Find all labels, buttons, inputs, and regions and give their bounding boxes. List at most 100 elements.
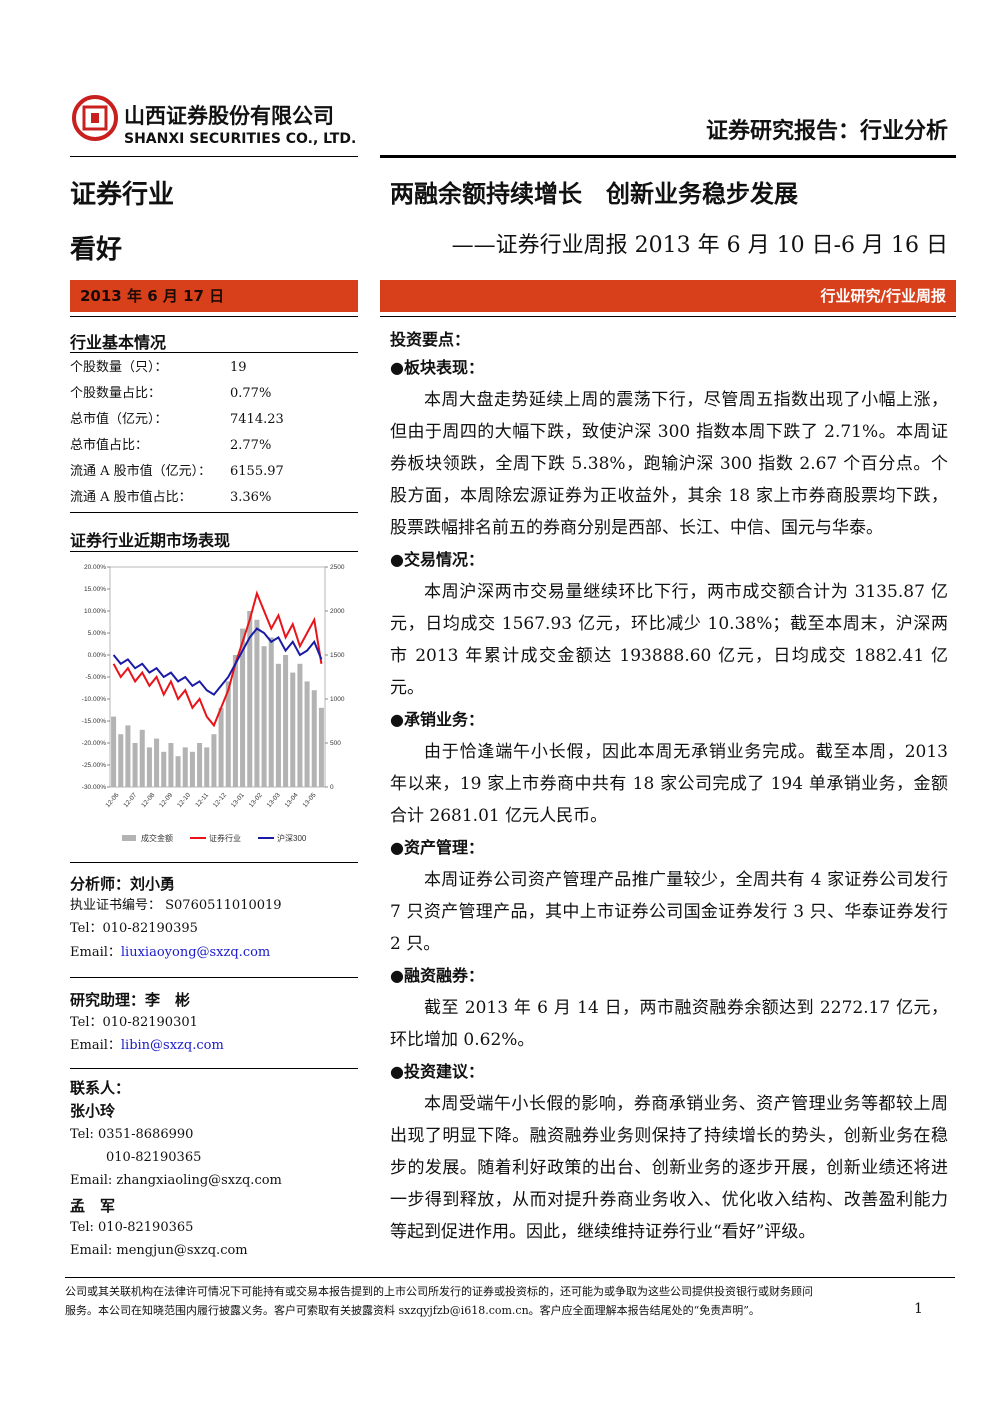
section-text: 本周大盘走势延续上周的震荡下行，尽管周五指数出现了小幅上涨，但由于周四的大幅下跌…	[390, 390, 948, 538]
rule	[70, 316, 358, 317]
volume-bar	[168, 743, 174, 787]
company-cn: 山西证券股份有限公司	[124, 104, 334, 128]
info-value: 6155.97	[230, 464, 284, 479]
legend-label: 证券行业	[209, 833, 241, 843]
legend-label: 成交金额	[141, 833, 173, 843]
logo-ring	[72, 95, 118, 141]
info-label: 流通 A 股市值（亿元）：	[70, 464, 212, 479]
volume-bar	[125, 725, 131, 787]
volume-bar	[225, 681, 231, 787]
x-tick-label: 12-07	[122, 791, 138, 809]
volume-bar	[204, 747, 210, 787]
y-tick-label: -20.00%	[82, 740, 106, 747]
volume-bar	[218, 707, 224, 787]
y-tick-label: -30.00%	[82, 784, 106, 791]
contact-tel: 010-82190365	[106, 1150, 202, 1165]
volume-bar	[182, 747, 188, 787]
section-heading: ●板块表现：	[390, 358, 484, 377]
legend-label: 沪深300	[277, 833, 307, 843]
volume-bar	[283, 655, 289, 787]
y-tick-label: 10.00%	[84, 608, 106, 615]
volume-bar	[247, 611, 253, 787]
volume-bar	[311, 690, 317, 787]
y-tick-label: 5.00%	[88, 630, 107, 637]
disclaimer: 公司或其关联机构在法律许可情况下可能持有或交易本报告提到的上市公司所发行的证券或…	[65, 1285, 813, 1298]
y-tick-label: 0.00%	[88, 652, 107, 659]
volume-bar	[118, 734, 124, 787]
assistant-name: 研究助理：李 彬	[70, 991, 191, 1009]
rule	[380, 316, 956, 317]
y-tick-label: 20.00%	[84, 564, 106, 571]
volume-bar	[197, 743, 203, 787]
volume-bar	[254, 619, 260, 787]
rule	[70, 862, 358, 863]
report-type: 证券研究报告：行业分析	[705, 119, 948, 144]
info-value: 0.77%	[230, 386, 272, 401]
y-tick-label: 15.00%	[84, 586, 106, 593]
logo-square	[82, 105, 108, 131]
contact-email: Email: zhangxiaoling@sxzq.com	[70, 1173, 282, 1188]
info-value: 7414.23	[230, 412, 284, 427]
volume-bar	[232, 655, 238, 787]
volume-bar	[268, 637, 274, 787]
y2-tick-label: 2000	[330, 608, 345, 615]
industry: 证券行业	[70, 180, 175, 210]
rule	[70, 551, 358, 552]
contact-email: Email: mengjun@sxzq.com	[70, 1243, 248, 1258]
x-tick-label: 12-08	[140, 791, 156, 809]
y2-tick-label: 2500	[330, 564, 345, 571]
y2-tick-label: 1000	[330, 696, 345, 703]
contact-name: 孟 军	[70, 1197, 116, 1215]
company-en: SHANXI SECURITIES CO., LTD.	[124, 131, 357, 147]
email-label: Email：	[70, 945, 121, 960]
x-tick-label: 13-04	[284, 791, 300, 809]
info-value: 2.77%	[230, 438, 272, 453]
analyst-email-row: Email：liuxiaoyong@sxzq.com	[70, 943, 270, 963]
category-banner: 行业研究/行业周报	[380, 280, 956, 312]
x-tick-label: 12-09	[158, 791, 174, 809]
section-text: 本周证券公司资产管理产品推广量较少，全周共有 4 家证券公司发行 7 只资产管理…	[390, 870, 948, 954]
section-text: 截至 2013 年 6 月 14 日，两市融资融券余额达到 2272.17 亿元…	[390, 998, 948, 1050]
rule	[380, 155, 956, 158]
info-label: 个股数量（只）：	[70, 360, 168, 375]
volume-bar	[139, 729, 145, 787]
rule	[70, 1068, 358, 1069]
section-text: 由于恰逢端午小长假，因此本周无承销业务完成。截至本周，2013 年以来，19 家…	[390, 742, 948, 826]
rule	[70, 156, 358, 157]
volume-bar	[275, 663, 281, 787]
info-label: 个股数量占比：	[70, 386, 162, 401]
volume-bar	[261, 646, 267, 787]
volume-bar	[211, 734, 217, 787]
x-tick-label: 13-05	[302, 791, 318, 809]
volume-bar	[290, 672, 296, 787]
section-heading: ●资产管理：	[390, 838, 484, 857]
contact-tel: Tel: 0351-8686990	[70, 1127, 194, 1142]
x-tick-label: 12-10	[176, 791, 192, 809]
y2-tick-label: 0	[330, 784, 334, 791]
section-heading: ●投资建议：	[390, 1062, 484, 1081]
volume-bar	[111, 716, 117, 787]
contact-tel: Tel: 010-82190365	[70, 1220, 194, 1235]
date-banner: 2013 年 6 月 17 日	[70, 280, 358, 312]
volume-bar	[189, 751, 195, 787]
disclaimer: 服务。本公司在知晓范围内履行披露义务。客户可索取有关披露资料 sxzqyjfzb…	[65, 1304, 760, 1317]
analyst-cert: 执业证书编号： S0760511010019	[70, 898, 282, 913]
info-label: 流通 A 股市值占比：	[70, 490, 192, 505]
x-tick-label: 12-12	[212, 791, 228, 809]
rule	[70, 512, 358, 513]
series-line	[112, 590, 323, 728]
x-tick-label: 12-06	[104, 791, 120, 809]
basic-info-title: 行业基本情况	[70, 333, 167, 352]
section-text: 本周沪深两市交易量继续环比下行，两市成交额合计为 3135.87 亿元，日均成交…	[390, 582, 948, 698]
y-tick-label: -25.00%	[82, 762, 106, 769]
analyst-email: liuxiaoyong@sxzq.com	[120, 945, 271, 960]
info-value: 19	[230, 360, 247, 375]
volume-bar	[175, 756, 181, 787]
volume-bar	[161, 751, 167, 787]
y2-tick-label: 500	[330, 740, 341, 747]
contact-name: 张小玲	[70, 1102, 116, 1120]
sections: ●板块表现： 本周大盘走势延续上周的震荡下行，尽管周五指数出现了小幅上涨，但由于周…	[390, 352, 948, 1248]
chart-title: 证券行业近期市场表现	[70, 531, 231, 550]
logo	[72, 95, 118, 141]
